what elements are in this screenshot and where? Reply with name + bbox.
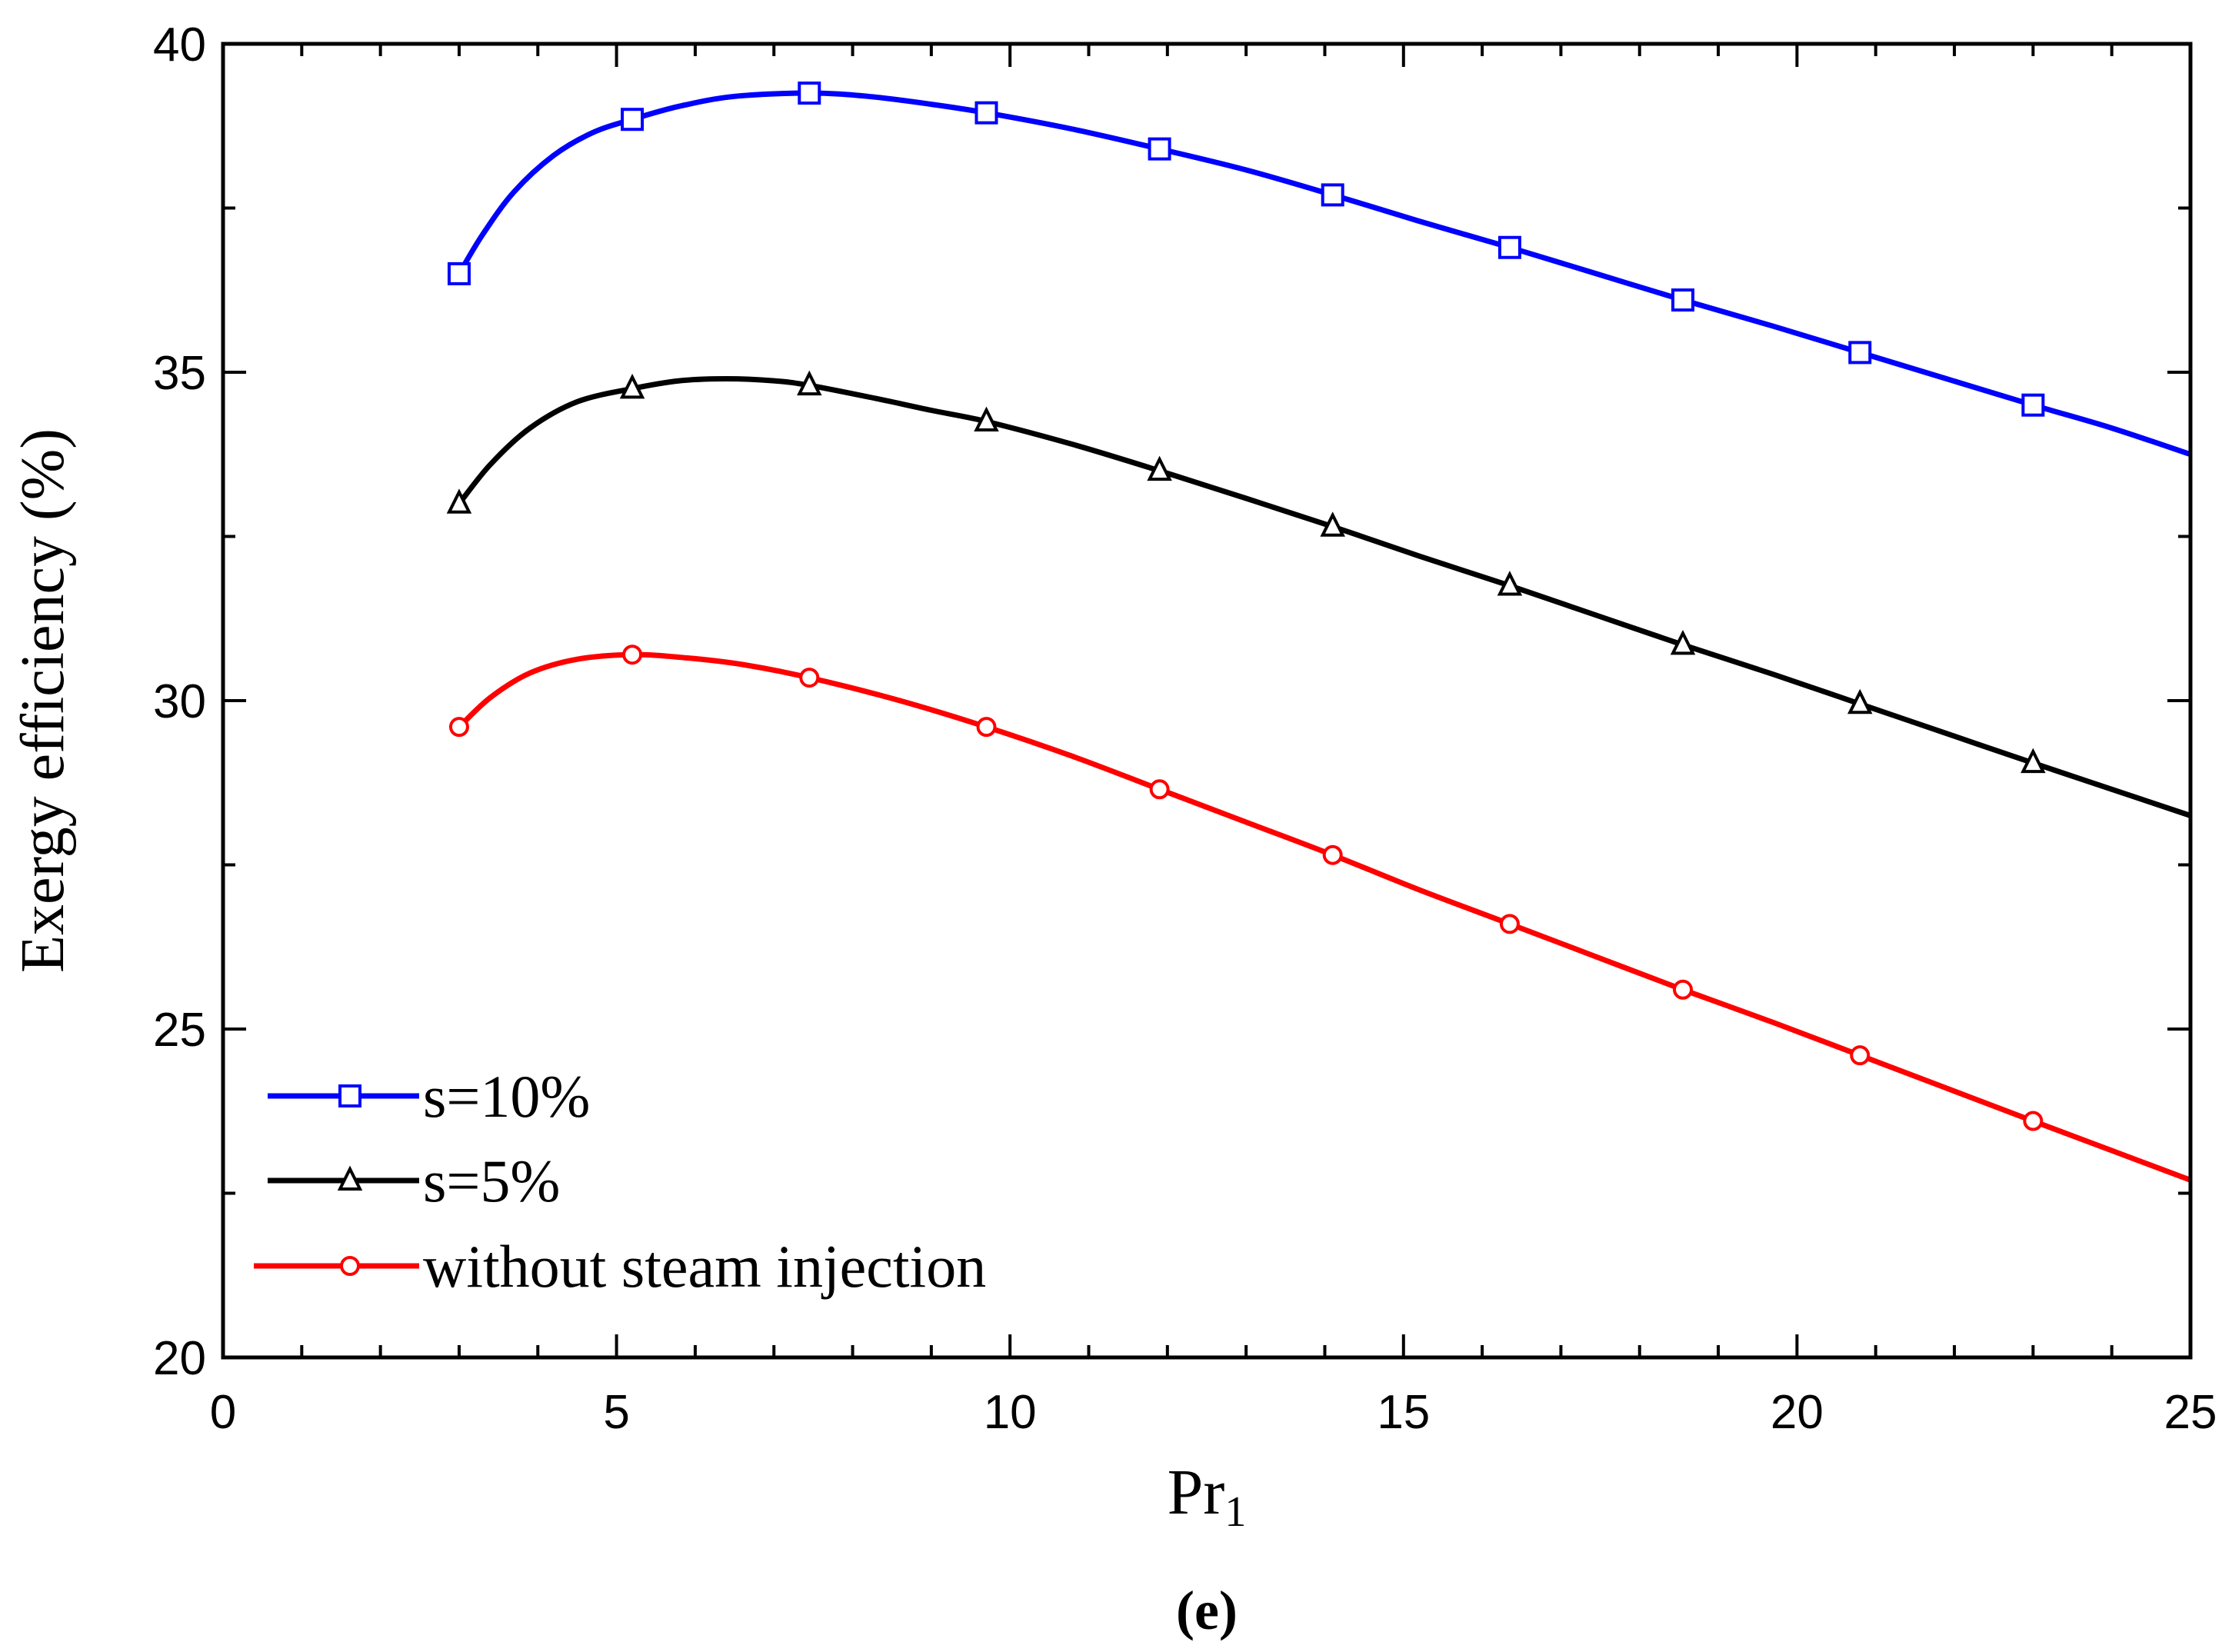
data-point (446, 488, 472, 514)
data-point (798, 82, 821, 105)
y-tick-label: 30 (153, 675, 206, 728)
data-point (2023, 1111, 2044, 1131)
data-point (622, 644, 643, 665)
x-axis-label-subscript: 1 (1224, 1488, 1246, 1536)
data-point (1673, 979, 1694, 1000)
data-point (2021, 393, 2045, 417)
data-point (1147, 455, 1172, 481)
plot-frame (221, 42, 2193, 1360)
data-point (1322, 844, 1343, 865)
x-tick-label: 0 (210, 1386, 236, 1439)
legend: s=10% s=5% without steam injection (254, 1063, 986, 1300)
x-tick-label: 25 (2164, 1386, 2217, 1439)
data-point (621, 108, 645, 132)
data-point (1497, 235, 1521, 259)
series-2 (448, 644, 2192, 1183)
data-point (1848, 341, 1872, 365)
data-point (797, 370, 822, 396)
legend-marker (338, 1084, 361, 1107)
data-point (1499, 914, 1520, 934)
data-point (448, 717, 469, 738)
figure-caption: (e) (1176, 1580, 1238, 1641)
y-tick-label: 40 (153, 18, 206, 72)
data-point (976, 717, 997, 738)
data-point (1148, 137, 1171, 161)
tick-labels: 0 5 10 15 20 25 20 25 30 35 40 (153, 18, 2217, 1439)
legend-label: s=5% (423, 1147, 560, 1214)
series-line (457, 651, 2192, 1183)
legend-marker (340, 1256, 360, 1276)
y-tick-label: 25 (153, 1004, 206, 1057)
legend-label: without steam injection (423, 1233, 986, 1300)
x-tick-label: 10 (984, 1386, 1037, 1439)
legend-label: s=10% (423, 1063, 590, 1130)
legend-marker (337, 1165, 363, 1191)
x-axis-label: Pr1 (1168, 1457, 1247, 1536)
x-tick-label: 5 (603, 1386, 629, 1439)
data-point (2020, 748, 2046, 774)
series-layer (446, 82, 2192, 1183)
x-axis-label-main: Pr (1168, 1457, 1225, 1528)
data-point (1149, 779, 1170, 800)
series-1 (446, 370, 2192, 818)
data-point (1320, 511, 1345, 537)
data-point (974, 406, 999, 432)
legend-item: s=10% (268, 1063, 590, 1130)
series-line (457, 376, 2192, 818)
y-axis-label: Exergy efficiency (%) (9, 428, 77, 973)
data-point (1497, 571, 1523, 596)
series-line (456, 90, 2192, 458)
data-point (447, 261, 471, 285)
legend-item: without steam injection (254, 1233, 986, 1300)
data-point (619, 373, 645, 399)
series-0 (447, 82, 2192, 458)
legend-item: s=5% (268, 1147, 560, 1214)
data-point (1850, 1045, 1871, 1066)
data-point (1847, 688, 1873, 714)
data-point (799, 668, 820, 688)
data-point (1670, 629, 1696, 655)
x-tick-label: 15 (1377, 1386, 1430, 1439)
x-tick-label: 20 (1771, 1386, 1824, 1439)
y-tick-label: 20 (153, 1332, 206, 1385)
data-point (1321, 183, 1344, 207)
y-tick-label: 35 (153, 347, 206, 400)
data-point (1671, 288, 1695, 312)
data-point (974, 101, 998, 125)
